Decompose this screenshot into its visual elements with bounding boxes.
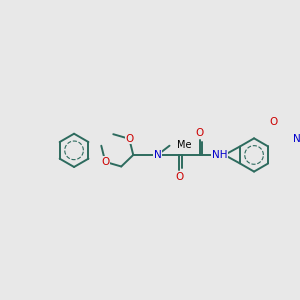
Text: O: O [269,116,277,127]
Text: O: O [125,134,134,144]
Text: N: N [154,150,161,160]
Text: NH: NH [212,150,227,160]
Text: O: O [175,172,184,182]
Text: N: N [293,134,300,144]
Text: O: O [196,128,204,138]
Text: O: O [101,157,110,167]
Text: Me: Me [177,140,191,150]
